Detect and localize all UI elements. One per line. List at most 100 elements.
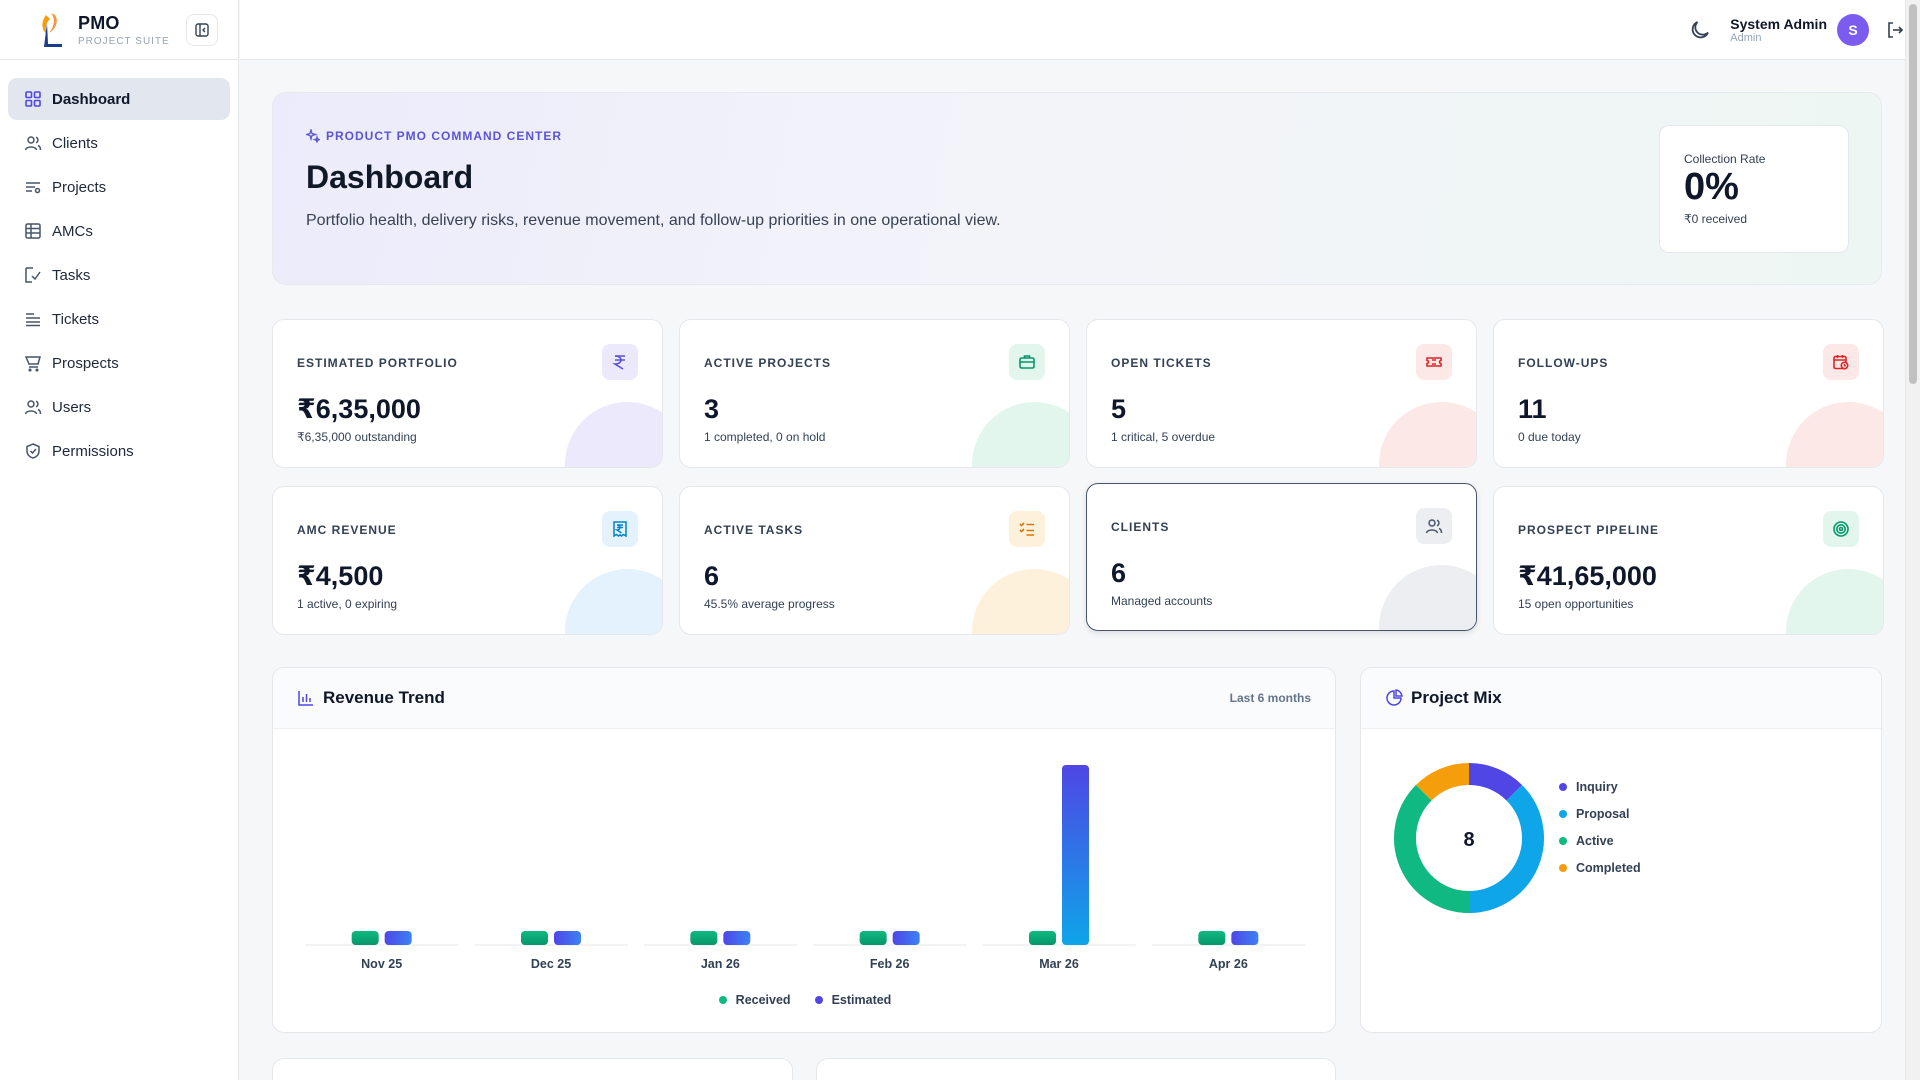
users-icon [24, 136, 42, 151]
page-scrollbar[interactable] [1905, 0, 1920, 1080]
stat-sub: 1 completed, 0 on hold [704, 430, 826, 444]
collection-rate-label: Collection Rate [1684, 152, 1766, 166]
hero-tag: PRODUCT PMO COMMAND CENTER [306, 129, 562, 143]
legend-label: Completed [1576, 861, 1641, 875]
sidebar-item-label: AMCs [52, 222, 93, 240]
sidebar-item-amcs[interactable]: AMCs [8, 210, 230, 252]
sidebar-item-label: Permissions [52, 442, 134, 460]
bar-estimated-mar-26[interactable] [1062, 765, 1089, 945]
scrollbar-thumb[interactable] [1909, 4, 1917, 384]
filter-cart-icon [24, 356, 41, 372]
bar-estimated-jan-26[interactable] [723, 931, 751, 945]
sidebar-item-clients[interactable]: Clients [8, 122, 230, 164]
panel-header: Project Mix [1361, 668, 1881, 729]
bar-estimated-feb-26[interactable] [892, 931, 920, 945]
donut-slice-proposal[interactable] [1468, 784, 1544, 913]
hero-tag-text: PRODUCT PMO COMMAND CENTER [326, 129, 562, 143]
card-decoration [1786, 402, 1883, 467]
user-info: System Admin Admin [1730, 16, 1827, 44]
project-mix-legend: Inquiry Proposal Active Completed [1559, 780, 1641, 875]
sidebar-item-label: Prospects [52, 354, 119, 372]
logout-icon[interactable] [1885, 20, 1905, 40]
donut-slice-inquiry[interactable] [1468, 763, 1523, 801]
dashboard-grid-icon [25, 91, 41, 107]
stat-card-prospect-pipeline[interactable]: PROSPECT PIPELINE ₹41,65,000 15 open opp… [1493, 486, 1884, 635]
collapse-sidebar-button[interactable] [186, 13, 218, 46]
legend-label: Active [1576, 834, 1614, 848]
page-title: Dashboard [306, 159, 474, 195]
legend-swatch [1559, 783, 1567, 791]
legend-swatch [718, 996, 727, 1004]
card-decoration [565, 402, 662, 467]
legend-item-active: Active [1559, 834, 1641, 848]
stat-card-open-tickets[interactable]: OPEN TICKETS 5 1 critical, 5 overdue [1086, 319, 1477, 468]
sidebar-item-permissions[interactable]: Permissions [8, 430, 230, 472]
hero-banner: PRODUCT PMO COMMAND CENTER Dashboard Por… [272, 92, 1882, 285]
sidebar-item-label: Projects [52, 178, 107, 196]
card-decoration [972, 569, 1069, 634]
bar-received-jan-26[interactable] [690, 931, 718, 945]
sidebar-item-label: Clients [52, 134, 98, 152]
list-checks-icon [1009, 511, 1045, 547]
stat-label: ACTIVE TASKS [704, 523, 804, 537]
avatar[interactable]: S [1837, 14, 1869, 46]
bar-estimated-apr-26[interactable] [1231, 931, 1259, 945]
bar-received-dec-25[interactable] [521, 931, 548, 945]
revenue-trend-panel: Revenue Trend Last 6 months Nov 25 Dec 25… [272, 667, 1336, 1033]
stat-card-amc-revenue[interactable]: AMC REVENUE ₹4,500 1 active, 0 expiring [272, 486, 663, 635]
stat-sub: ₹6,35,000 outstanding [297, 430, 417, 444]
sidebar-item-label: Tickets [52, 310, 99, 328]
card-decoration [972, 402, 1069, 467]
stat-value: 5 [1111, 394, 1127, 424]
bar-estimated-nov-25[interactable] [384, 931, 412, 945]
donut-slice-active[interactable] [1394, 784, 1470, 913]
legend-item-completed: Completed [1559, 861, 1641, 875]
tickets-icon [26, 313, 40, 327]
bar-received-apr-26[interactable] [1198, 931, 1226, 945]
sidebar-nav: Dashboard Clients Projects AMCs Tasks Ti… [0, 60, 238, 492]
sidebar-item-users[interactable]: Users [8, 386, 230, 428]
donut-center-total: 8 [1463, 829, 1474, 851]
stat-sub: Managed accounts [1111, 594, 1213, 608]
x-tick-label: Apr 26 [1209, 957, 1248, 971]
stat-label: ACTIVE PROJECTS [704, 356, 832, 370]
sidebar-item-tickets[interactable]: Tickets [8, 298, 230, 340]
sidebar-item-dashboard[interactable]: Dashboard [8, 78, 230, 120]
panel-title: Revenue Trend [323, 688, 445, 707]
stat-card-estimated-portfolio[interactable]: ESTIMATED PORTFOLIO ₹6,35,000 ₹6,35,000 … [272, 319, 663, 468]
stat-label: FOLLOW-UPS [1518, 356, 1609, 370]
donut-slice-completed[interactable] [1415, 763, 1470, 801]
project-mix-donut: 8 [1394, 763, 1544, 913]
stat-card-active-tasks[interactable]: ACTIVE TASKS 6 45.5% average progress [679, 486, 1070, 635]
stat-value: 6 [704, 561, 720, 591]
stat-card-clients[interactable]: CLIENTS 6 Managed accounts [1086, 483, 1477, 631]
stat-card-follow-ups[interactable]: FOLLOW-UPS 11 0 due today [1493, 319, 1884, 468]
panel-range-label: Last 6 months [1229, 691, 1311, 705]
bar-received-mar-26[interactable] [1029, 931, 1056, 945]
legend-label: Received [735, 993, 791, 1007]
sidebar-item-projects[interactable]: Projects [8, 166, 230, 208]
user-name: System Admin [1730, 16, 1827, 32]
sidebar-item-prospects[interactable]: Prospects [8, 342, 230, 384]
x-tick-label: Nov 25 [361, 957, 402, 971]
sidebar: PMO PROJECT SUITE Dashboard Clients Proj… [0, 0, 239, 1080]
brand: PMO PROJECT SUITE [0, 0, 238, 60]
users-icon [24, 400, 42, 415]
legend-swatch [1559, 810, 1567, 818]
bar-received-nov-25[interactable] [351, 931, 379, 945]
moon-icon[interactable] [1688, 18, 1712, 42]
stat-card-active-projects[interactable]: ACTIVE PROJECTS 3 1 completed, 0 on hold [679, 319, 1070, 468]
stat-value: 3 [704, 394, 720, 424]
bar-received-feb-26[interactable] [859, 931, 887, 945]
users-icon [1416, 508, 1452, 544]
sidebar-item-tasks[interactable]: Tasks [8, 254, 230, 296]
receipt-rupee-icon [602, 511, 638, 547]
legend-label: Proposal [1576, 807, 1630, 821]
x-tick-label: Mar 26 [1039, 957, 1079, 971]
bar-chart-icon [298, 691, 313, 706]
bar-estimated-dec-25[interactable] [554, 931, 581, 945]
stat-label: AMC REVENUE [297, 523, 397, 537]
legend-item-received: Received [718, 993, 791, 1007]
stat-value: ₹41,65,000 [1518, 561, 1657, 591]
pmo-logo-icon [42, 12, 62, 47]
